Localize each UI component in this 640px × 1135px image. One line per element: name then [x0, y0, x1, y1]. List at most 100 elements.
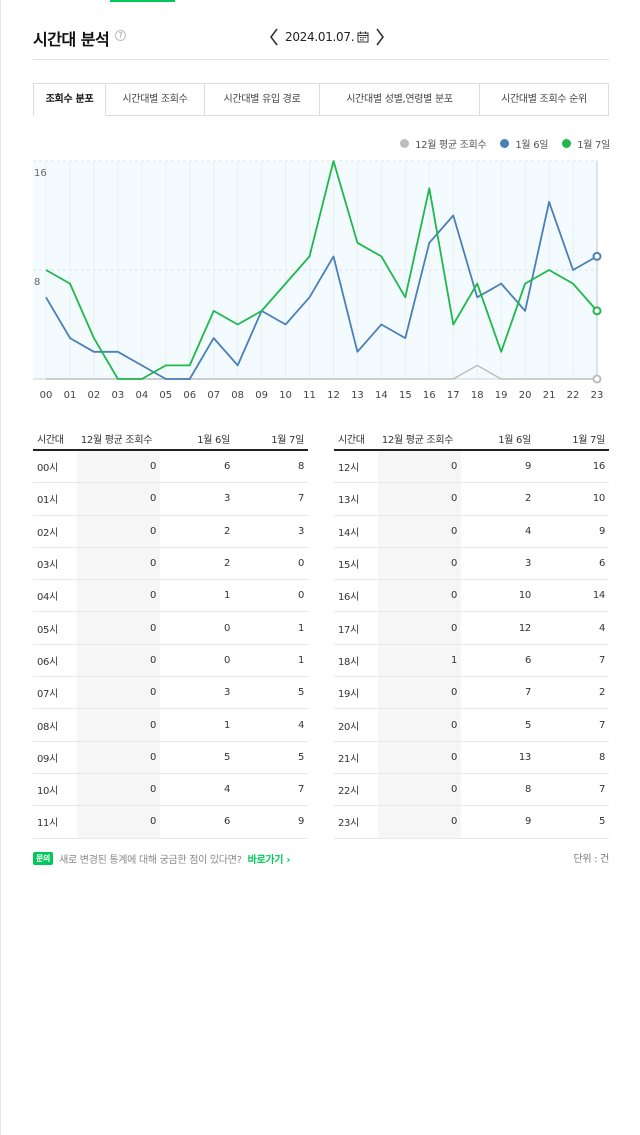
table-row: 23시 0 9 5	[334, 806, 609, 839]
table-row: 15시 0 3 6	[334, 547, 609, 581]
table-cell: 0	[378, 515, 461, 547]
table-cell: 2	[598, 687, 605, 699]
table-row: 19시 0 7 2	[334, 677, 609, 710]
table-cell: 7	[297, 493, 304, 505]
data-point	[592, 251, 602, 261]
x-tick-label: 11	[303, 390, 316, 401]
table-cell: 0	[378, 580, 461, 612]
x-tick-label: 05	[159, 390, 172, 401]
table-cell: 0	[77, 806, 160, 838]
table-cell: 4	[297, 719, 304, 731]
legend-label: 1월 6일	[515, 140, 549, 151]
table-cell: 12시	[338, 463, 360, 475]
table-cell: 10	[592, 493, 605, 505]
table-cell: 9	[524, 461, 531, 473]
table-cell: 0	[77, 547, 160, 580]
table-row: 20시 0 5 7	[334, 709, 609, 742]
table-cell: 5	[598, 816, 605, 828]
tab-hourly-ranking[interactable]: 시간대별 조회수 순위	[480, 84, 608, 115]
table-row: 07시 0 3 5	[33, 677, 308, 710]
prev-date-button[interactable]	[267, 26, 281, 48]
table-cell: 10시	[37, 786, 59, 798]
table-row: 00시 0 6 8	[33, 451, 308, 484]
chart-legend: 12월 평균 조회수 1월 6일 1월 7일	[386, 136, 610, 151]
table-cell: 03시	[37, 560, 59, 572]
table-cell: 09시	[37, 753, 59, 765]
tab-hourly-views[interactable]: 시간대별 조회수	[106, 84, 205, 115]
table-cell: 06시	[37, 656, 59, 668]
header-cell: 1월 7일	[271, 434, 304, 446]
x-tick-label: 01	[64, 390, 77, 401]
table-row: 02시 0 2 3	[33, 515, 308, 548]
table-cell: 6	[524, 654, 531, 666]
x-tick-label: 04	[135, 390, 148, 401]
x-tick-label: 07	[207, 390, 220, 401]
legend-dot	[562, 139, 572, 148]
tab-hourly-gender-age[interactable]: 시간대별 성별,연령별 분포	[320, 84, 480, 115]
tab-hourly-traffic-source[interactable]: 시간대별 유입 경로	[205, 84, 320, 115]
table-cell: 0	[378, 547, 461, 580]
table-row: 22시 0 8 7	[334, 773, 609, 807]
x-tick-label: 16	[423, 390, 436, 401]
table-cell: 14	[592, 590, 605, 602]
go-link[interactable]: 바로가기 ›	[247, 854, 291, 866]
x-tick-label: 12	[327, 390, 340, 401]
table-cell: 0	[297, 590, 304, 602]
legend-dot	[500, 139, 510, 148]
x-tick-label: 17	[447, 390, 460, 401]
table-cell: 0	[378, 741, 461, 773]
table-cell: 13시	[338, 495, 360, 507]
table-cell: 7	[524, 687, 531, 699]
table-cell: 2	[223, 558, 230, 570]
table-row: 12시 0 9 16	[334, 451, 609, 484]
table-cell: 0	[378, 709, 461, 741]
table-cell: 8	[297, 461, 304, 473]
table-row: 03시 0 2 0	[33, 547, 308, 581]
table-cell: 0	[77, 451, 160, 483]
table-cell: 13	[518, 751, 531, 763]
inquiry-text: 새로 변경된 통계에 대해 궁금한 점이 있다면?	[59, 854, 242, 866]
table-row: 16시 0 10 14	[334, 580, 609, 613]
data-point	[592, 374, 602, 384]
table-cell: 3	[524, 558, 531, 570]
table-cell: 14시	[338, 527, 360, 539]
table-cell: 9	[297, 816, 304, 828]
table-cell: 4	[524, 525, 531, 537]
table-cell: 9	[598, 525, 605, 537]
table-cell: 4	[223, 784, 230, 796]
help-icon[interactable]: ?	[115, 30, 126, 41]
table-cell: 7	[598, 784, 605, 796]
table-header: 시간대 12월 평균 조회수 1월 6일 1월 7일	[334, 427, 609, 451]
y-tick-label: 16	[34, 168, 47, 179]
table-cell: 20시	[338, 721, 360, 733]
legend-item-jan6[interactable]: 1월 6일	[500, 136, 548, 151]
x-tick-label: 08	[231, 390, 244, 401]
table-cell: 8	[524, 784, 531, 796]
tab-views-distribution[interactable]: 조회수 분포	[34, 84, 106, 116]
header-cell: 12월 평균 조회수	[381, 434, 454, 446]
table-cell: 5	[524, 719, 531, 731]
table-row: 17시 0 12 4	[334, 612, 609, 645]
legend-item-dec-avg[interactable]: 12월 평균 조회수	[400, 136, 487, 151]
next-date-button[interactable]	[373, 26, 387, 48]
calendar-icon[interactable]	[357, 31, 369, 43]
table-row: 10시 0 4 7	[33, 773, 308, 807]
data-point	[592, 306, 602, 316]
x-tick-label: 02	[88, 390, 101, 401]
legend-item-jan7[interactable]: 1월 7일	[562, 136, 610, 151]
table-cell: 3	[223, 687, 230, 699]
x-tick-label: 06	[183, 390, 196, 401]
page-title: 시간대 분석	[33, 30, 110, 49]
table-cell: 9	[524, 816, 531, 828]
frame-border	[0, 0, 1, 1135]
table-cell: 2	[524, 493, 531, 505]
chevron-right-icon	[376, 28, 385, 46]
table-cell: 0	[77, 773, 160, 806]
table-cell: 0	[77, 709, 160, 741]
table-cell: 22시	[338, 786, 360, 798]
go-link-label: 바로가기	[247, 854, 284, 866]
table-cell: 0	[378, 773, 461, 806]
footer-inquiry: 문의 새로 변경된 통계에 대해 궁금한 점이 있다면? 바로가기 › 단위 :…	[33, 850, 609, 866]
table-cell: 01시	[37, 495, 59, 507]
table-cell: 23시	[338, 818, 360, 830]
